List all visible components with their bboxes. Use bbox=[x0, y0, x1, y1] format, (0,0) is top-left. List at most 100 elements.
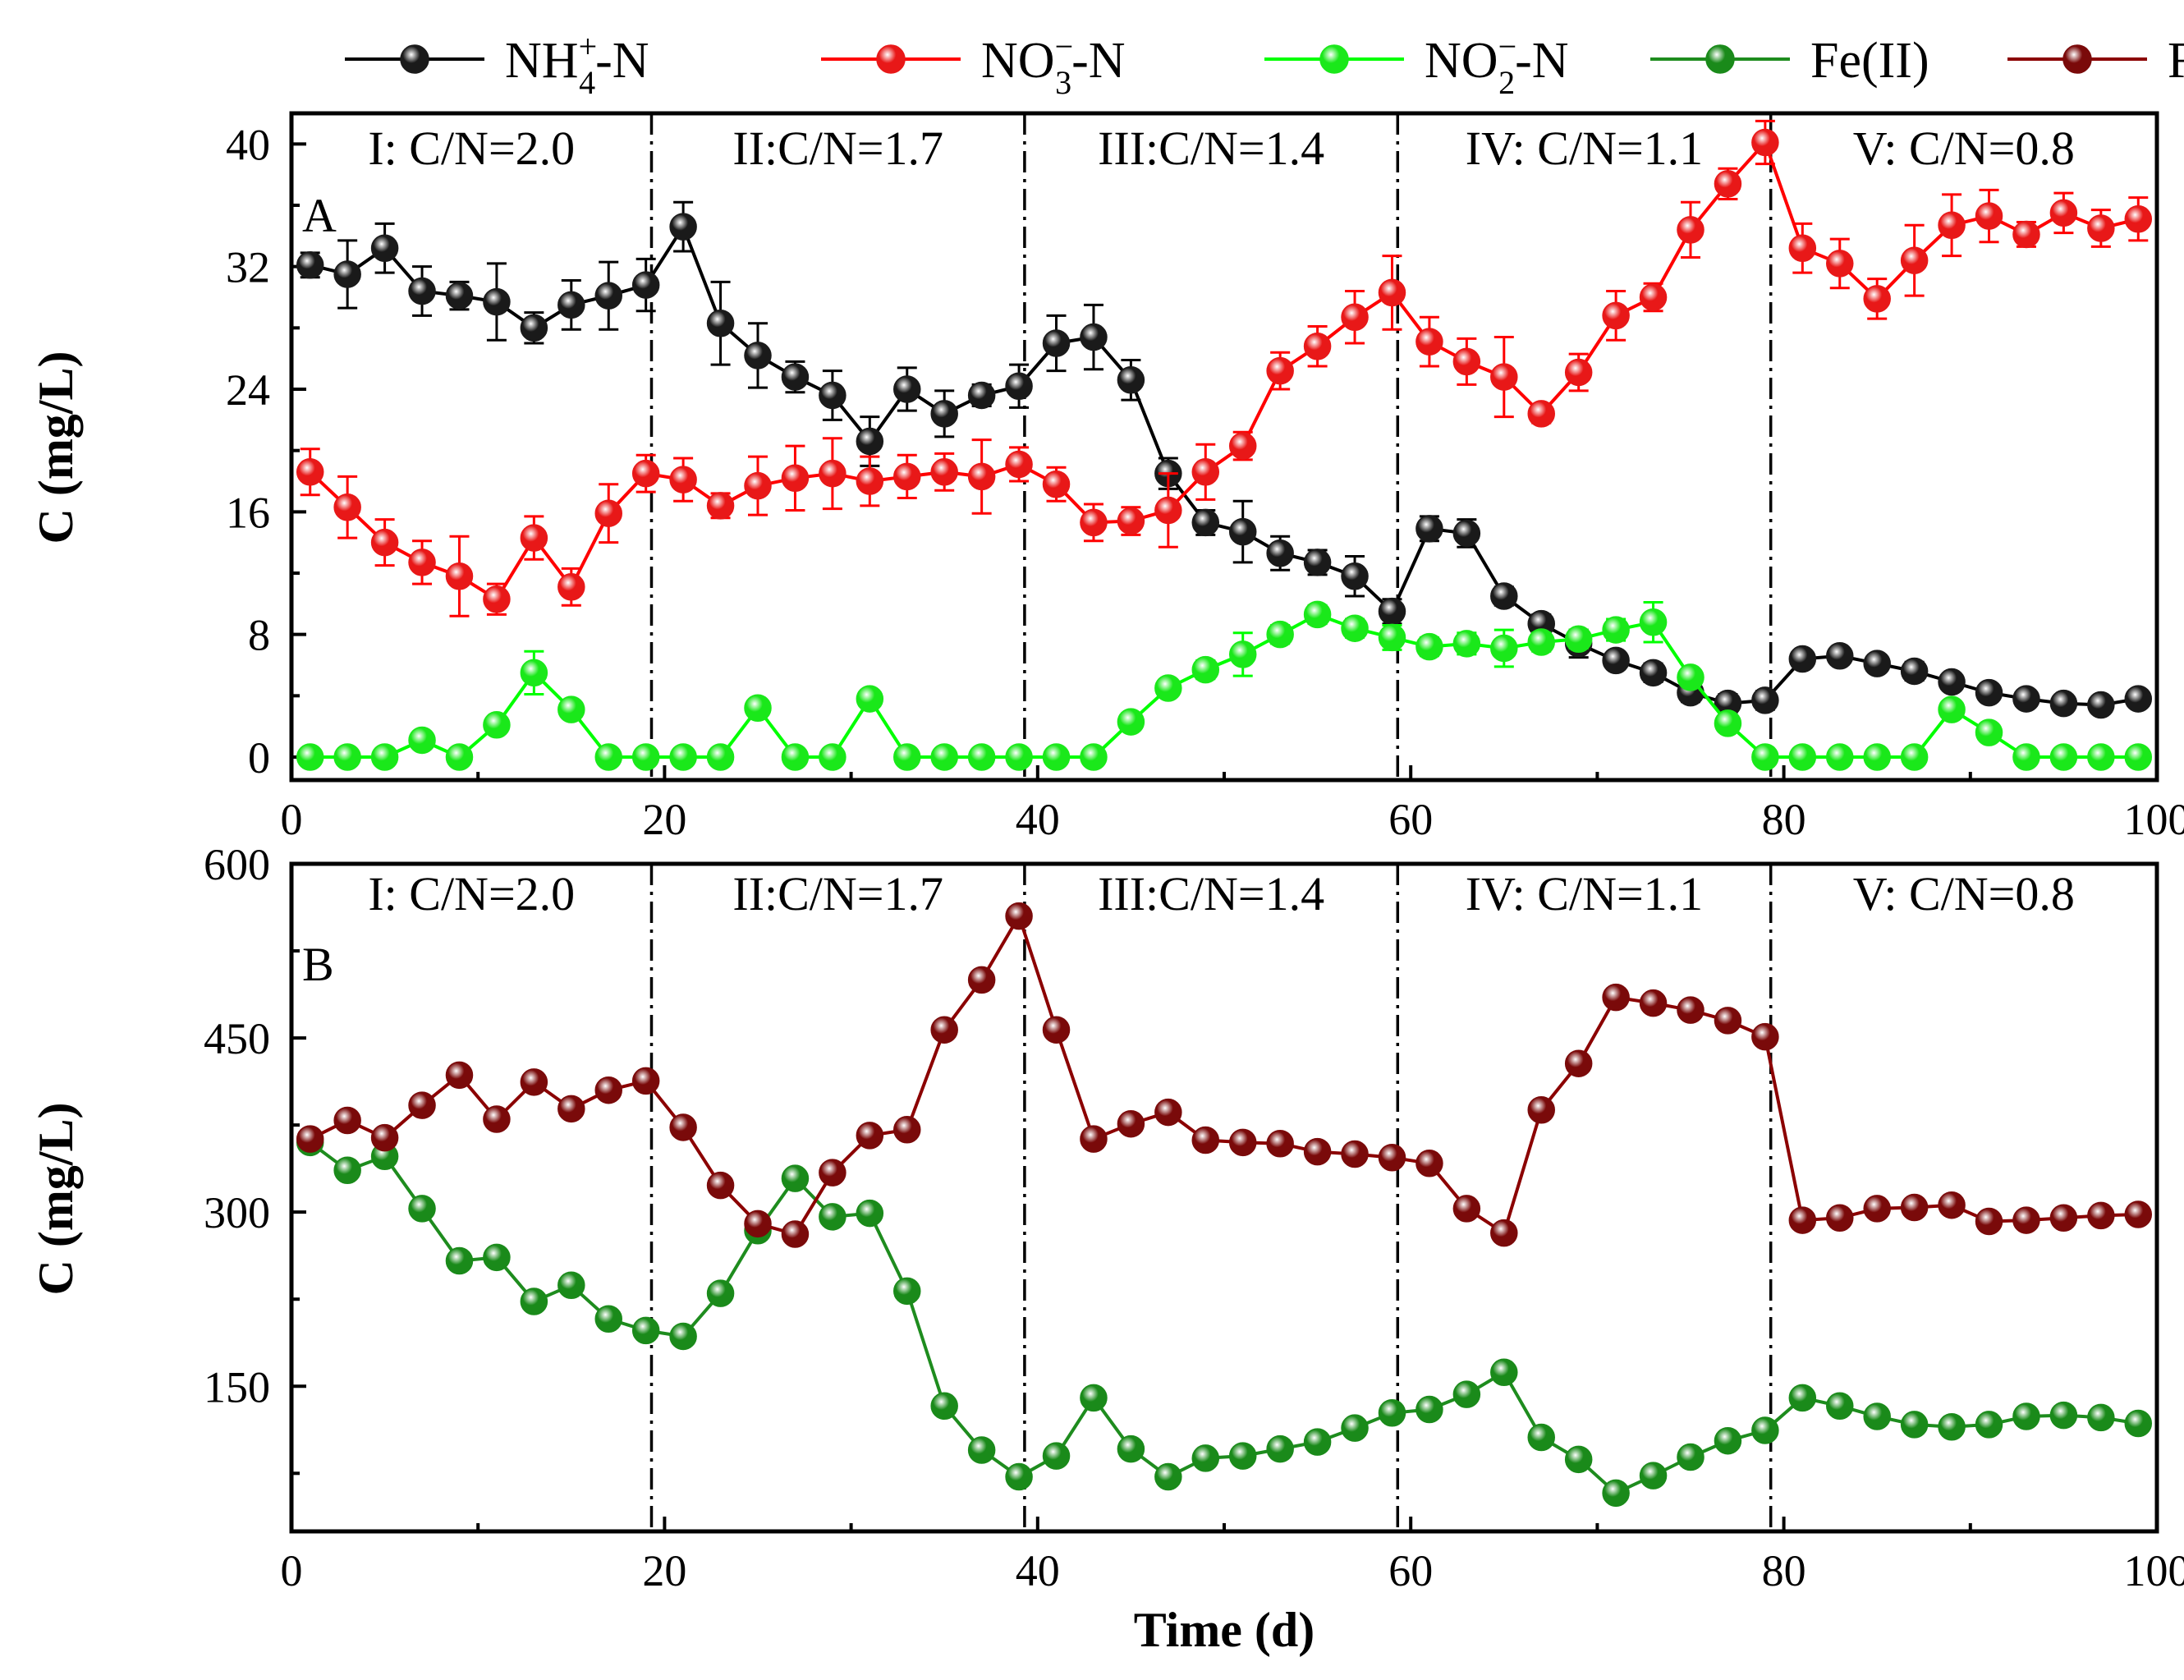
data-point-NH4 bbox=[408, 277, 436, 305]
data-point-NH4 bbox=[1975, 678, 2003, 707]
x-axis-title: Time (d) bbox=[1134, 1603, 1315, 1657]
data-point-Fe2 bbox=[930, 1392, 958, 1421]
data-point-NH4 bbox=[483, 287, 511, 316]
data-point-Fe3 bbox=[296, 1125, 324, 1153]
data-point-Fe2 bbox=[1639, 1462, 1668, 1490]
data-point-NO2 bbox=[1677, 663, 1705, 691]
data-point-Fe3 bbox=[520, 1068, 548, 1096]
data-point-NO2 bbox=[408, 726, 436, 755]
data-point-NO2 bbox=[1341, 614, 1369, 642]
data-point-NO2 bbox=[819, 743, 847, 771]
panel-letter: B bbox=[302, 938, 334, 991]
data-point-NH4 bbox=[1191, 508, 1220, 537]
data-point-NH4 bbox=[1639, 659, 1668, 687]
data-point-Fe2 bbox=[1117, 1434, 1145, 1463]
data-point-Fe3 bbox=[1602, 983, 1630, 1012]
data-point-NH4 bbox=[819, 381, 847, 410]
data-point-Fe3 bbox=[1527, 1095, 1555, 1124]
data-point-NO2 bbox=[706, 743, 735, 771]
phase-label: III:C/N=1.4 bbox=[1098, 867, 1324, 920]
data-point-NO2 bbox=[520, 659, 548, 687]
data-point-NO3 bbox=[856, 467, 884, 495]
data-point-NH4 bbox=[1490, 582, 1518, 610]
data-point-Fe3 bbox=[1378, 1143, 1406, 1172]
y-tick-label: 150 bbox=[204, 1362, 270, 1411]
data-point-NH4 bbox=[333, 260, 361, 288]
data-point-Fe3 bbox=[1341, 1140, 1369, 1168]
data-point-NO3 bbox=[1415, 328, 1443, 356]
data-point-NH4 bbox=[1303, 549, 1332, 576]
data-point-Fe2 bbox=[1228, 1442, 1257, 1470]
data-point-Fe2 bbox=[1378, 1399, 1406, 1427]
x-tick-label: 0 bbox=[281, 795, 303, 844]
data-point-NH4 bbox=[1788, 645, 1817, 673]
data-point-NO2 bbox=[1005, 743, 1033, 771]
data-point-NH4 bbox=[1005, 372, 1033, 401]
x-tick-label: 80 bbox=[1762, 1546, 1806, 1595]
data-point-Fe2 bbox=[1490, 1358, 1518, 1387]
data-point-NH4 bbox=[2087, 691, 2115, 719]
data-point-NO3 bbox=[1975, 202, 2003, 230]
data-point-Fe3 bbox=[1751, 1022, 1779, 1051]
data-point-NO2 bbox=[893, 743, 921, 771]
data-point-NO2 bbox=[2087, 743, 2115, 771]
data-point-NO3 bbox=[1452, 347, 1481, 376]
phase-label: I: C/N=2.0 bbox=[368, 122, 575, 175]
data-point-NO2 bbox=[1714, 709, 1742, 737]
data-point-NO2 bbox=[2124, 743, 2153, 771]
data-point-Fe2 bbox=[1005, 1462, 1033, 1491]
data-point-Fe2 bbox=[1452, 1380, 1481, 1408]
data-point-NH4 bbox=[1415, 515, 1443, 543]
y-tick-label: 16 bbox=[226, 488, 270, 537]
data-point-NO3 bbox=[333, 493, 361, 521]
data-point-Fe2 bbox=[856, 1199, 884, 1228]
data-point-Fe3 bbox=[706, 1171, 735, 1200]
data-point-NO3 bbox=[1900, 246, 1929, 274]
y-tick-label: 600 bbox=[204, 840, 270, 889]
data-point-NO2 bbox=[483, 711, 511, 739]
panel-b: 0 20 40 60 80 100 150 300 450 600 C (mg/L) Time (d)… bbox=[29, 840, 2184, 1657]
data-point-Fe3 bbox=[1266, 1130, 1294, 1158]
y-axis-title: C (mg/L) bbox=[29, 1103, 83, 1296]
data-point-NH4 bbox=[1266, 539, 1294, 567]
data-point-Fe2 bbox=[1564, 1445, 1593, 1474]
data-point-Fe3 bbox=[445, 1061, 474, 1090]
data-point-NH4 bbox=[296, 251, 324, 279]
data-point-NO3 bbox=[1639, 283, 1668, 311]
data-point-Fe3 bbox=[333, 1106, 361, 1135]
data-point-Fe3 bbox=[2087, 1201, 2115, 1230]
legend-item-Fe3: Fe(III) bbox=[2007, 33, 2184, 89]
data-point-Fe3 bbox=[1303, 1137, 1332, 1166]
data-point-NO3 bbox=[408, 549, 436, 576]
y-tick-label: 300 bbox=[204, 1188, 270, 1237]
data-point-Fe3 bbox=[594, 1076, 622, 1104]
data-point-NO3 bbox=[893, 462, 921, 491]
data-point-Fe3 bbox=[370, 1123, 399, 1152]
data-point-Fe3 bbox=[1826, 1204, 1854, 1232]
y-axis-title: C (mg/L) bbox=[29, 351, 83, 544]
panel-a: 0 20 40 60 80 100 0 8 16 24 32 40 C (mg/L) I: C/N=2.0… bbox=[29, 111, 2184, 844]
data-point-Fe2 bbox=[333, 1156, 361, 1185]
data-point-NH4 bbox=[856, 427, 884, 456]
data-point-NH4 bbox=[1378, 597, 1406, 626]
legend-marker bbox=[1319, 44, 1349, 74]
data-point-NO2 bbox=[1564, 625, 1593, 654]
data-point-NO3 bbox=[1602, 301, 1630, 330]
phase-label: III:C/N=1.4 bbox=[1098, 122, 1324, 175]
data-point-NO3 bbox=[781, 464, 810, 493]
data-point-NO2 bbox=[2049, 743, 2078, 771]
data-point-Fe3 bbox=[408, 1091, 436, 1119]
data-point-NO2 bbox=[669, 743, 697, 771]
data-point-NO2 bbox=[333, 743, 361, 771]
data-point-NO2 bbox=[1975, 718, 2003, 746]
data-point-NO3 bbox=[1751, 128, 1779, 157]
data-point-Fe3 bbox=[1564, 1049, 1593, 1077]
phase-label: V: C/N=0.8 bbox=[1853, 867, 2075, 920]
data-point-NO3 bbox=[2087, 214, 2115, 242]
data-point-Fe3 bbox=[631, 1067, 660, 1095]
data-point-NO3 bbox=[445, 562, 474, 590]
data-point-NO3 bbox=[669, 466, 697, 493]
legend-label: NO− 3-N bbox=[981, 28, 1126, 101]
x-tick-label: 60 bbox=[1388, 1546, 1433, 1595]
data-point-NO3 bbox=[1714, 170, 1742, 198]
